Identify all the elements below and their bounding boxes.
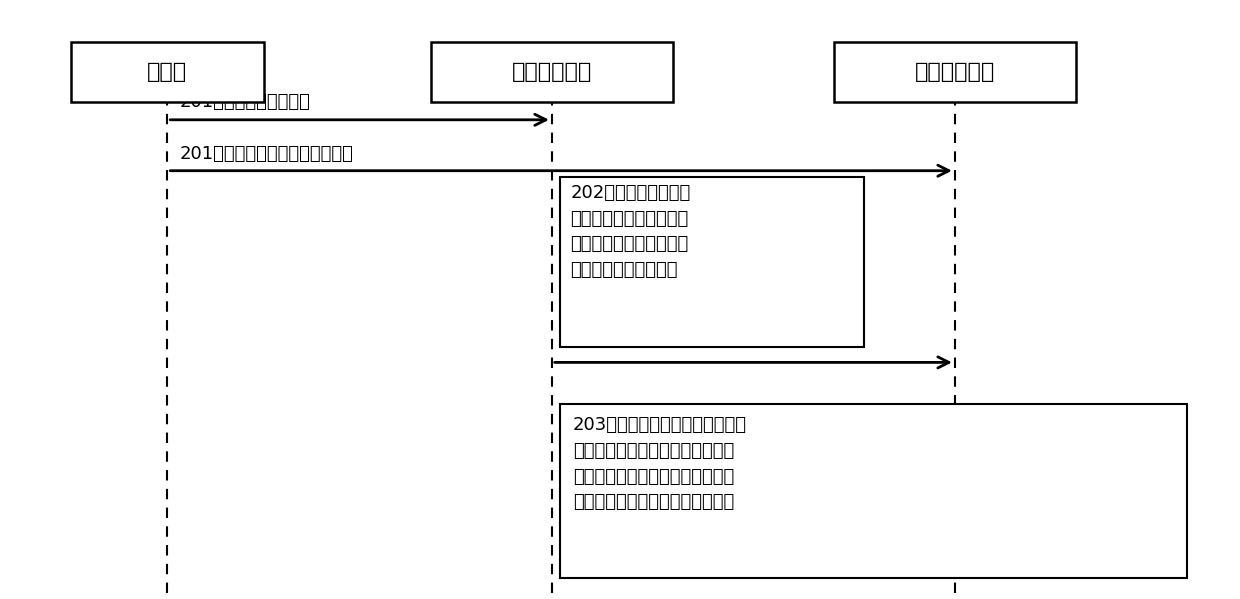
FancyBboxPatch shape [72, 42, 263, 102]
FancyBboxPatch shape [560, 404, 1187, 578]
FancyBboxPatch shape [560, 177, 864, 347]
Text: 主进程: 主进程 [148, 62, 187, 82]
Text: 201，启动至少一个独立业务进程: 201，启动至少一个独立业务进程 [180, 145, 353, 163]
FancyBboxPatch shape [432, 42, 672, 102]
Text: 独立业务进程: 独立业务进程 [915, 62, 994, 82]
Text: 203，获取业务分发进程分发的业
务处理消息；对业务处理消息进行
解析，得到业务处理消息指示业务
内容；根据业务内容进行业务处理: 203，获取业务分发进程分发的业 务处理消息；对业务处理消息进行 解析，得到业务… [573, 416, 746, 512]
FancyBboxPatch shape [833, 42, 1075, 102]
Text: 202，接收业务处理消
息，将业务处理消息分发
至至少一个独立业务进程
中的目标独立业务进程: 202，接收业务处理消 息，将业务处理消息分发 至至少一个独立业务进程 中的目标… [570, 184, 691, 279]
Text: 201，启动业务分发进程: 201，启动业务分发进程 [180, 93, 311, 111]
Text: 业务分发进程: 业务分发进程 [512, 62, 591, 82]
